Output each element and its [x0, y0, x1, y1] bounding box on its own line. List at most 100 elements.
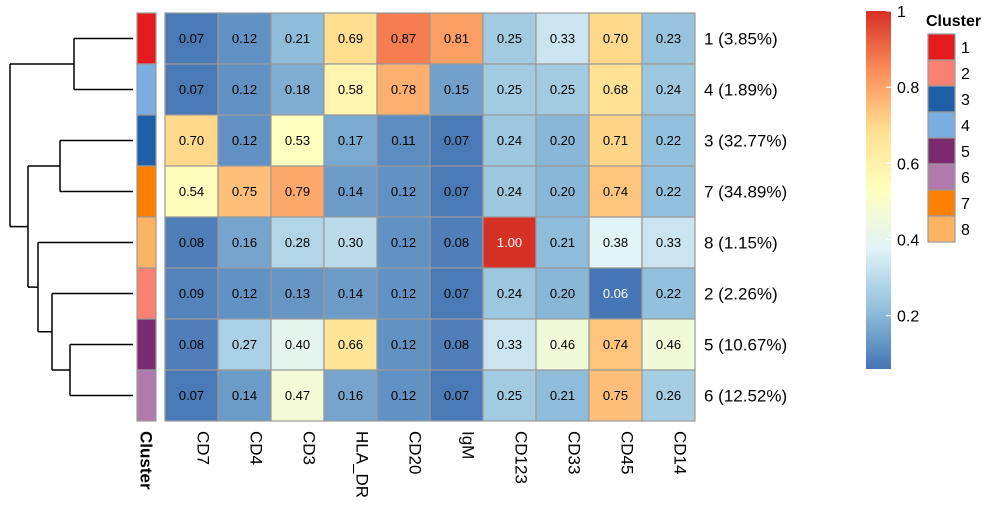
- cell-value-label: 0.12: [232, 286, 257, 301]
- column-label: CD20: [406, 431, 425, 474]
- cell-value-label: 0.16: [338, 388, 363, 403]
- heatmap-cell: [376, 216, 431, 269]
- cluster-legend-swatch: [927, 189, 956, 217]
- heatmap-cell: [323, 12, 378, 65]
- row-label: 7 (34.89%): [704, 183, 787, 202]
- cell-value-label: 0.20: [550, 286, 575, 301]
- cluster-annotation-cell: [136, 114, 157, 167]
- cluster-legend-label: 1: [961, 40, 970, 57]
- cell-value-label: 0.12: [232, 133, 257, 148]
- cluster-legend-swatch: [927, 137, 956, 165]
- cell-value-label: 0.79: [285, 184, 310, 199]
- cell-value-label: 0.12: [391, 235, 416, 250]
- cluster-annotation-cell: [136, 216, 157, 269]
- heatmap-cell: [641, 369, 696, 422]
- cluster-legend-label: 4: [961, 118, 970, 135]
- column-label: HLA_DR: [353, 431, 372, 498]
- color-scale-legend: 0.2 0.4 0.6 0.8 1: [866, 4, 919, 369]
- column-label: CD123: [512, 431, 531, 484]
- column-label: CD4: [247, 431, 266, 465]
- cell-value-label: 0.70: [179, 133, 204, 148]
- heatmap-cell: [217, 369, 272, 422]
- column-label: CD3: [300, 431, 319, 465]
- cell-value-label: 0.21: [550, 235, 575, 250]
- cluster-legend-label: 7: [961, 196, 970, 213]
- cell-value-label: 0.87: [391, 31, 416, 46]
- heatmap-cell: [376, 165, 431, 218]
- color-scale-tick-label: 0.6: [897, 156, 919, 173]
- cell-value-label: 0.18: [285, 82, 310, 97]
- cell-value-label: 0.46: [550, 337, 575, 352]
- heatmap-cell: [376, 12, 431, 65]
- cell-value-label: 0.12: [391, 337, 416, 352]
- cell-value-label: 0.71: [603, 133, 628, 148]
- heatmap-cell: [270, 114, 325, 167]
- cluster-legend-swatch: [927, 215, 956, 243]
- cell-value-label: 0.25: [497, 388, 522, 403]
- cell-value-label: 0.24: [497, 133, 522, 148]
- cell-value-label: 0.07: [444, 133, 469, 148]
- cell-value-label: 0.25: [550, 82, 575, 97]
- cell-value-label: 0.27: [232, 337, 257, 352]
- cluster-annotation-cell: [136, 12, 157, 65]
- cell-value-label: 0.11: [391, 133, 415, 148]
- row-label: 4 (1.89%): [704, 81, 778, 100]
- color-scale-tick-label: 0.2: [897, 309, 919, 326]
- heatmap-cell: [270, 216, 325, 269]
- heatmap-cell: [323, 114, 378, 167]
- cell-value-label: 0.22: [656, 286, 681, 301]
- heatmap-cell: [429, 216, 484, 269]
- heatmap-cell: [376, 63, 431, 116]
- heatmap-cell: [217, 165, 272, 218]
- cell-value-label: 0.26: [656, 388, 681, 403]
- cell-value-label: 0.22: [656, 133, 681, 148]
- row-dendrogram: [9, 37, 133, 397]
- heatmap-cell: [217, 63, 272, 116]
- row-labels: 1 (3.85%) 4 (1.89%) 3 (32.77%) 7 (34.89%) 8 …: [704, 30, 787, 406]
- cell-value-label: 0.24: [497, 286, 522, 301]
- cell-value-label: 0.70: [603, 31, 628, 46]
- cluster-legend-swatch: [927, 111, 956, 139]
- cell-value-label: 0.07: [444, 286, 469, 301]
- heatmap-cell: [641, 165, 696, 218]
- color-scale-tick-label: 0.8: [897, 80, 919, 97]
- heatmap-cell: [270, 63, 325, 116]
- cell-value-label: 0.25: [497, 82, 522, 97]
- cell-value-label: 0.12: [391, 184, 416, 199]
- cell-value-label: 0.74: [603, 184, 628, 199]
- cell-value-label: 0.46: [656, 337, 681, 352]
- heatmap-cell: [429, 369, 484, 422]
- cell-value-label: 0.75: [603, 388, 628, 403]
- heatmap-cell: [429, 165, 484, 218]
- cell-value-label: 0.08: [444, 337, 469, 352]
- row-label: 3 (32.77%): [704, 132, 787, 151]
- cluster-annotation-cell: [136, 165, 157, 218]
- cell-value-label: 0.53: [285, 133, 310, 148]
- heatmap-cell: [482, 63, 537, 116]
- cell-value-label: 1.00: [497, 235, 522, 250]
- cell-value-label: 0.14: [338, 286, 363, 301]
- cell-value-label: 0.14: [338, 184, 363, 199]
- heatmap-cell: [429, 63, 484, 116]
- cell-value-label: 0.07: [444, 184, 469, 199]
- cell-value-label: 0.68: [603, 82, 628, 97]
- cluster-annotation-bar: Cluster: [136, 12, 157, 490]
- color-scale-bar: [866, 11, 891, 369]
- cluster-annotation-cell: [136, 369, 157, 422]
- cluster-legend-swatch: [927, 163, 956, 191]
- cell-value-label: 0.22: [656, 184, 681, 199]
- heatmap-cell: [164, 63, 219, 116]
- cell-value-label: 0.08: [179, 235, 204, 250]
- cluster-legend-label: 3: [961, 92, 970, 109]
- cell-value-label: 0.07: [179, 31, 204, 46]
- heatmap-cell: [429, 114, 484, 167]
- cluster-legend-label: 2: [961, 66, 970, 83]
- heatmap-cell: [323, 216, 378, 269]
- cell-value-label: 0.47: [285, 388, 310, 403]
- cell-value-label: 0.69: [338, 31, 363, 46]
- row-label: 5 (10.67%): [704, 336, 787, 355]
- heatmap-cell: [535, 369, 590, 422]
- heatmap-cell: [323, 63, 378, 116]
- heatmap-cell: [641, 114, 696, 167]
- heatmap-cell: [588, 267, 643, 320]
